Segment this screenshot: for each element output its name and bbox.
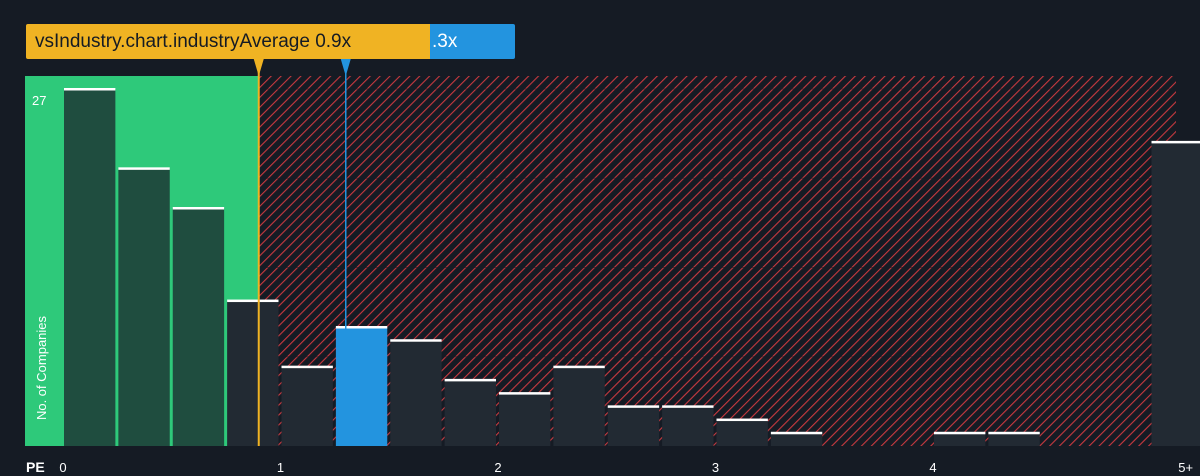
histogram-bar xyxy=(553,366,605,446)
histogram-bar xyxy=(607,406,660,446)
histogram-bar xyxy=(934,432,986,446)
histogram-bar xyxy=(281,366,333,446)
histogram-bar xyxy=(662,406,714,446)
industry-average-label: vsIndustry.chart.industryAverage 0.9x xyxy=(26,24,430,59)
company-pe-pointer xyxy=(340,59,351,76)
bar-top-cap xyxy=(335,326,388,329)
bar-top-cap xyxy=(770,431,823,435)
histogram-bar xyxy=(988,432,1040,446)
histogram-bar xyxy=(1151,141,1200,446)
histogram-bar xyxy=(227,300,279,446)
bar-top-cap xyxy=(1151,140,1200,144)
bar-top-cap xyxy=(988,431,1040,435)
bar-top-cap xyxy=(227,299,279,303)
bar-top-cap xyxy=(716,418,768,422)
bar-top-cap xyxy=(607,405,660,408)
industry-average-pointer xyxy=(253,59,264,76)
x-tick-label: 1 xyxy=(277,460,284,475)
bar-top-cap xyxy=(118,167,170,170)
histogram-bar xyxy=(172,208,225,446)
bar-top-cap xyxy=(390,339,442,342)
y-tick-label: 27 xyxy=(32,93,46,108)
histogram-bar xyxy=(335,327,388,446)
x-tick-label: 4 xyxy=(929,460,936,475)
bar-top-cap xyxy=(172,207,225,210)
histogram-bar xyxy=(770,432,823,446)
histogram-bar xyxy=(444,379,496,446)
histogram-bar xyxy=(118,168,170,447)
x-tick-label: 3 xyxy=(712,460,719,475)
y-axis-label: No. of Companies xyxy=(34,315,49,420)
histogram-bar xyxy=(64,89,116,446)
company-pe-label: .3x xyxy=(430,24,515,59)
bar-top-cap xyxy=(934,431,986,435)
bar-top-cap xyxy=(281,365,333,369)
histogram-bar xyxy=(499,393,551,446)
bar-top-cap xyxy=(444,378,496,382)
bar-top-cap xyxy=(662,405,714,408)
bar-top-cap xyxy=(64,88,116,91)
x-tick-label: 5+ xyxy=(1178,460,1193,475)
x-tick-label: 0 xyxy=(59,460,66,475)
x-axis-label: PE xyxy=(26,459,45,475)
histogram-bar xyxy=(390,340,442,446)
bar-top-cap xyxy=(553,365,605,369)
x-tick-label: 2 xyxy=(494,460,501,475)
histogram-bar xyxy=(716,419,768,446)
bar-top-cap xyxy=(499,392,551,395)
